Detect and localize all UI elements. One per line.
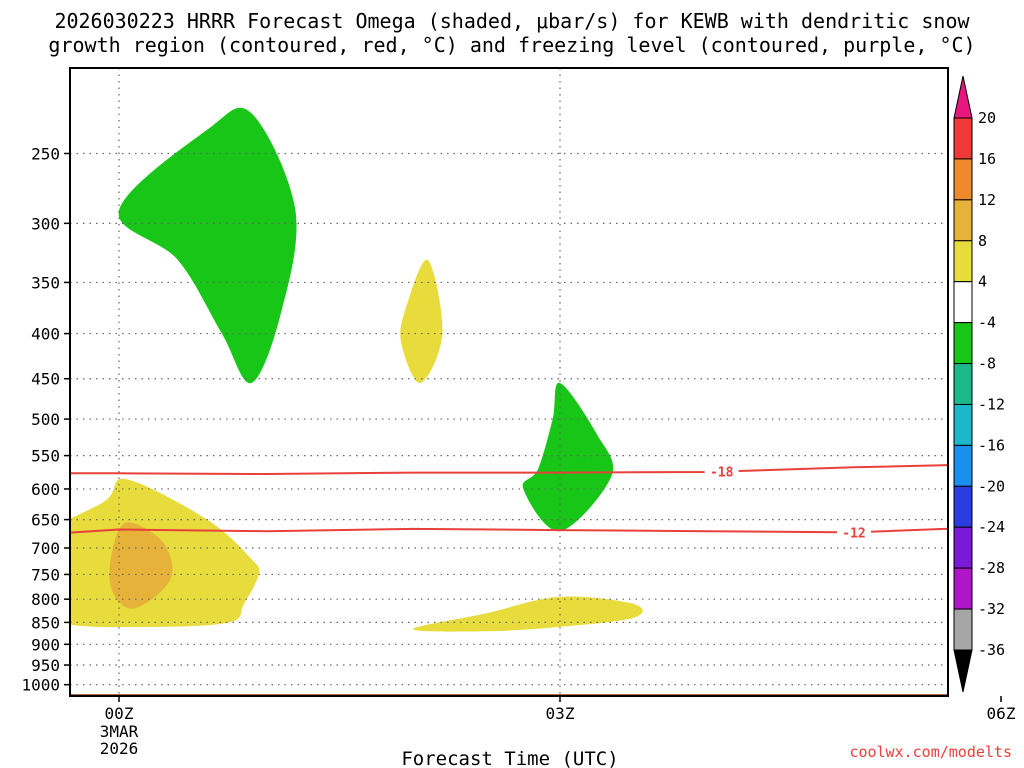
y-tick-label-600: 600 [31, 480, 60, 499]
contour-label-m12-0: -12 [842, 526, 865, 541]
axes: 250 300 350 400 450 500 550 600 650 700 750 800 850 9… [21, 67, 1016, 758]
y-tick-label-350: 350 [31, 273, 60, 292]
colorbar-label-3: 8 [978, 232, 987, 250]
y-tick-label-800: 800 [31, 590, 60, 609]
colorbar-label-5: -4 [978, 314, 996, 332]
y-tick-label-650: 650 [31, 511, 60, 530]
colorbar-swatch-10 [953, 526, 973, 569]
colorbar-swatch-1 [953, 158, 973, 201]
footer-credit: coolwx.com/modelts [849, 743, 1012, 761]
colorbar-swatch-4 [953, 281, 973, 324]
colorbar-label-8: -16 [978, 436, 1005, 454]
colorbar-label-12: -32 [978, 600, 1005, 618]
omega-region-2 [522, 382, 614, 532]
x-tick-label-03Z: 03Z [546, 704, 575, 723]
colorbar-top-arrow [953, 75, 973, 119]
y-tick-label-250: 250 [31, 144, 60, 163]
x-axis-label: Forecast Time (UTC) [401, 748, 618, 768]
omega-region-0 [118, 107, 297, 384]
x-date-label-1: 2026 [100, 739, 139, 758]
contour-label-m18-0: -18 [710, 466, 734, 481]
colorbar-swatch-8 [953, 444, 973, 487]
y-tick-label-550: 550 [31, 447, 60, 466]
title-line-2: growth region (contoured, red, °C) and f… [48, 33, 975, 57]
y-tick-label-300: 300 [31, 214, 60, 233]
plot-frame [69, 67, 949, 697]
y-tick-label-400: 400 [31, 325, 60, 344]
x-date-label-0: 3MAR [100, 722, 139, 741]
colorbar-label-1: 16 [978, 150, 996, 168]
y-tick-label-500: 500 [31, 410, 60, 429]
y-tick-label-1000: 1000 [21, 676, 60, 695]
x-tick-label-00Z: 00Z [105, 704, 134, 723]
y-tick-label-700: 700 [31, 539, 60, 558]
y-tick-label-750: 750 [31, 565, 60, 584]
title-line-1: 2026030223 HRRR Forecast Omega (shaded, … [54, 9, 970, 33]
omega-region-5 [413, 596, 643, 632]
contour-label-bg [837, 524, 871, 541]
colorbar-label-0: 20 [978, 109, 996, 127]
colorbar-swatch-11 [953, 567, 973, 610]
plot-content: -18-18-12-12 [70, 68, 948, 696]
colorbar-label-11: -28 [978, 559, 1005, 577]
colorbar-bottom-arrow [953, 649, 973, 693]
colorbar-swatch-3 [953, 240, 973, 283]
colorbar-swatch-2 [953, 199, 973, 242]
colorbar-label-10: -24 [978, 518, 1005, 536]
colorbar-label-6: -8 [978, 355, 996, 373]
colorbar-label-13: -36 [978, 641, 1005, 659]
colorbar-swatch-12 [953, 608, 973, 651]
colorbar-label-9: -20 [978, 477, 1005, 495]
colorbar-label-2: 12 [978, 191, 996, 209]
colorbar-label-7: -12 [978, 395, 1005, 413]
y-tick-label-850: 850 [31, 613, 60, 632]
colorbar-swatch-0 [953, 117, 973, 160]
plot-area: -18-18-12-12 [70, 68, 948, 696]
colorbar: 20 16 12 8 4 -4 -8 -12 -16 -20 -24 -28 -32 -36 [953, 75, 1005, 693]
omega-region-1 [400, 259, 443, 384]
colorbar-swatch-5 [953, 322, 973, 365]
colorbar-swatch-9 [953, 485, 973, 528]
colorbar-swatch-7 [953, 403, 973, 446]
contour-line-m12 [70, 527, 948, 534]
colorbar-swatch-6 [953, 363, 973, 405]
colorbar-label-4: 4 [978, 273, 987, 291]
omega-region-4 [109, 522, 173, 609]
chart-title: 2026030223 HRRR Forecast Omega (shaded, … [48, 9, 975, 57]
x-tick-label-06Z: 06Z [987, 704, 1016, 723]
y-tick-label-950: 950 [31, 656, 60, 675]
contour-label-bg [704, 463, 739, 480]
contour-line-m18 [70, 464, 948, 476]
y-tick-label-900: 900 [31, 635, 60, 654]
y-tick-label-450: 450 [31, 370, 60, 389]
